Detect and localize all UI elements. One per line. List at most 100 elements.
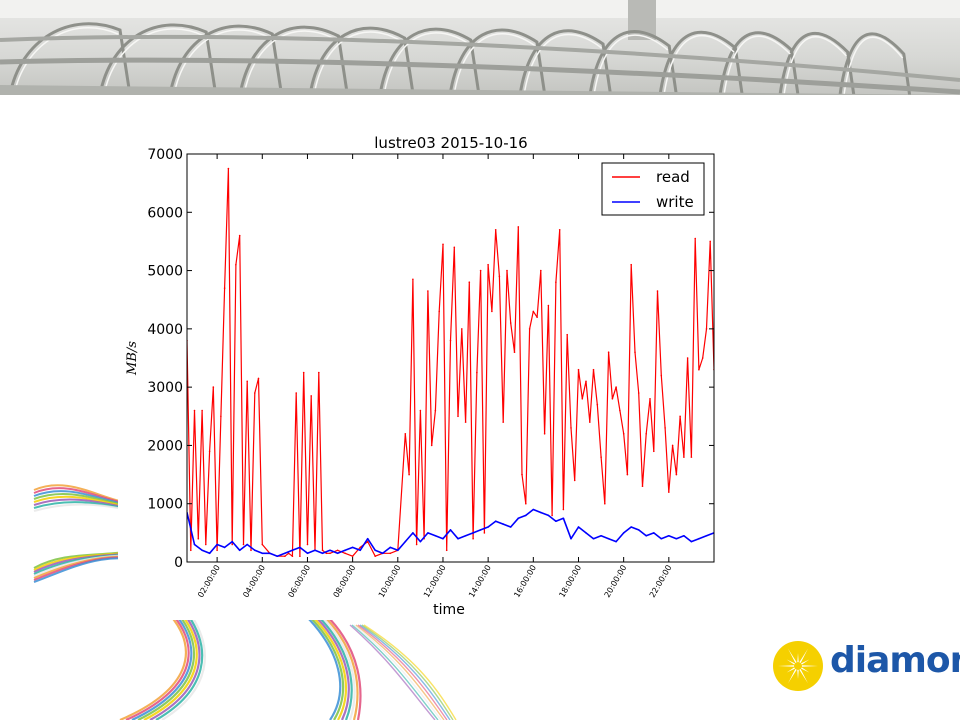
data-point-read (389, 552, 392, 555)
swirl-stroke (313, 614, 350, 720)
data-point-read (246, 380, 248, 383)
data-point-write (276, 555, 279, 557)
data-point-write (532, 508, 535, 511)
data-point-write (299, 546, 301, 549)
data-point-read (517, 226, 520, 228)
swirl-stroke (363, 624, 457, 720)
sunburst-ray (788, 669, 797, 684)
x-tick-label: 08:00:00 (332, 564, 358, 600)
data-point-read (461, 328, 463, 330)
data-point-write (600, 535, 602, 537)
data-point-write (607, 537, 610, 540)
data-point-read (408, 473, 410, 476)
x-tick-label: 02:00:00 (196, 564, 222, 600)
data-point-write (412, 532, 414, 534)
data-point-read (208, 450, 211, 453)
data-point-read (491, 310, 493, 313)
data-point-read (690, 456, 693, 458)
x-tick-label: 16:00:00 (512, 564, 538, 600)
data-point-read (242, 543, 245, 546)
data-point-read (679, 415, 681, 418)
data-point-read (705, 328, 708, 330)
data-point-read (412, 278, 414, 281)
data-point-read (660, 374, 663, 377)
data-point-write (690, 540, 693, 543)
y-tick-label: 6000 (147, 205, 183, 221)
data-point-read (592, 368, 595, 371)
swirl-stroke (361, 624, 454, 720)
data-point-read (212, 386, 215, 388)
data-point-read (589, 421, 591, 423)
plot-frame (186, 153, 715, 563)
data-point-read (476, 371, 478, 374)
swirl-stroke (310, 614, 347, 720)
swirl-stroke (119, 614, 187, 720)
data-point-read (562, 508, 565, 511)
data-point-read (201, 409, 203, 412)
data-point-read (611, 398, 614, 400)
data-point-read (254, 392, 256, 394)
y-tick-label: 4000 (147, 322, 183, 338)
data-point-write (223, 546, 226, 549)
header-banner-image (0, 0, 960, 95)
data-point-write (630, 526, 632, 528)
data-point-write (291, 549, 294, 552)
data-point-read (555, 281, 557, 283)
data-point-read (645, 433, 647, 435)
data-point-read (284, 555, 286, 557)
data-point-write (675, 537, 678, 540)
legend-read-label: read (656, 168, 690, 186)
canopy-arch (778, 32, 856, 95)
data-point-read (430, 444, 433, 447)
data-point-read (513, 351, 516, 353)
diamond-sunburst-logo-icon (773, 641, 823, 691)
swirl-stroke (161, 614, 206, 720)
data-point-write (419, 540, 422, 543)
canopy-arch-highlight (593, 34, 669, 95)
data-point-read (366, 540, 369, 543)
data-point-write (389, 546, 392, 549)
sunburst-ray (788, 648, 797, 663)
data-point-write (208, 552, 211, 555)
data-point-read (449, 339, 452, 342)
x-tick-label: 22:00:00 (648, 564, 674, 600)
canopy-arch (718, 31, 800, 95)
data-point-read (325, 552, 328, 555)
x-tick-label: 12:00:00 (422, 564, 448, 600)
data-point-write (540, 511, 542, 514)
data-point-write (562, 517, 565, 520)
data-point-read (453, 246, 456, 249)
data-point-write (351, 546, 354, 549)
data-point-write (698, 537, 700, 540)
sunburst-ray (799, 669, 808, 684)
data-point-read (668, 491, 670, 493)
x-tick-label: 20:00:00 (603, 564, 629, 600)
data-point-read (427, 290, 429, 292)
y-axis-label: MB/s (125, 341, 140, 376)
data-point-read (291, 555, 294, 557)
data-point-read (318, 371, 320, 374)
data-point-write (464, 535, 467, 537)
data-point-write (517, 517, 520, 520)
canopy-arch-highlight (453, 33, 536, 95)
data-point-read (656, 290, 659, 292)
swirl-stroke (349, 624, 436, 720)
data-point-read (457, 415, 459, 418)
diamond-logo: diamond (770, 636, 960, 696)
swirl-stroke (307, 614, 345, 720)
data-point-read (581, 398, 584, 400)
y-tick-label: 5000 (147, 264, 183, 280)
data-point-read (619, 409, 621, 412)
data-point-write (321, 552, 324, 555)
canopy-arch-highlight (523, 33, 602, 95)
data-point-read (306, 543, 309, 546)
data-point-write (359, 549, 361, 552)
data-point-write (246, 543, 248, 546)
swirl-stroke (304, 614, 342, 720)
data-point-read (558, 229, 561, 231)
data-point-read (536, 316, 538, 318)
data-point-read (502, 421, 505, 423)
data-point-read (374, 555, 377, 557)
data-point-read (528, 328, 531, 330)
data-point-read (600, 456, 602, 458)
